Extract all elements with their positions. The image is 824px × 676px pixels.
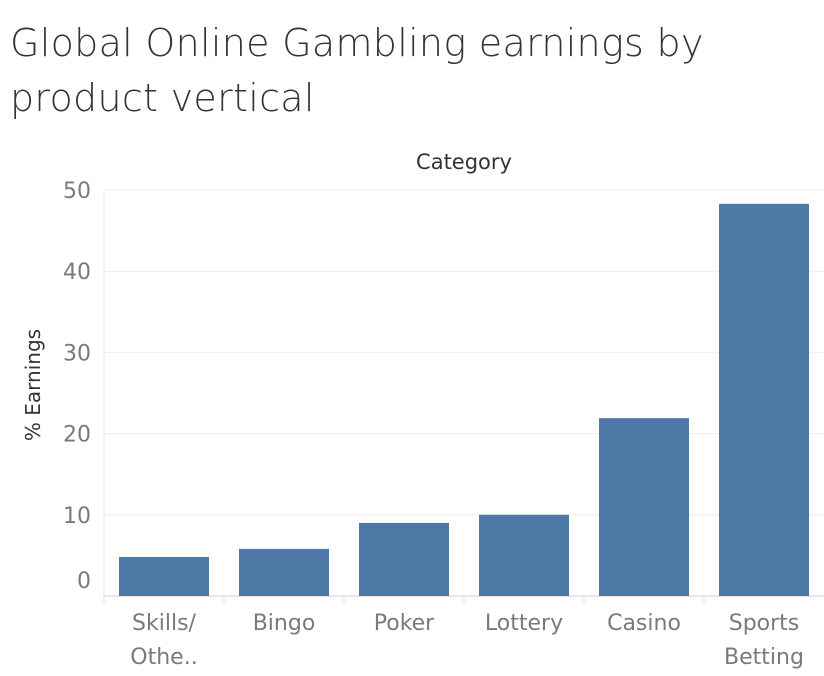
x-tick-label: Othe.. [130,645,197,670]
bar [719,203,809,596]
bar [359,522,449,596]
bar [599,418,689,596]
x-tick-label: Poker [374,611,435,636]
y-tick-label: 10 [63,504,91,529]
x-tick-label: Lottery [485,611,563,636]
bar [479,514,569,596]
column-header: Category [416,150,512,174]
x-tick-label: Sports [729,611,800,636]
bar [119,557,209,596]
y-tick-label: 20 [63,423,91,448]
x-tick-label: Betting [724,645,804,670]
chart-title: Global Online Gambling earnings by produ… [10,21,704,120]
x-tick-label: Bingo [253,611,316,636]
x-tick-label: Casino [607,611,681,636]
y-tick-label: 30 [63,341,91,366]
y-tick-label: 0 [77,569,91,594]
y-tick-label: 40 [63,260,91,285]
bar [239,548,329,596]
x-tick-label: Skills/ [132,611,197,636]
y-tick-label: 50 [63,179,91,204]
